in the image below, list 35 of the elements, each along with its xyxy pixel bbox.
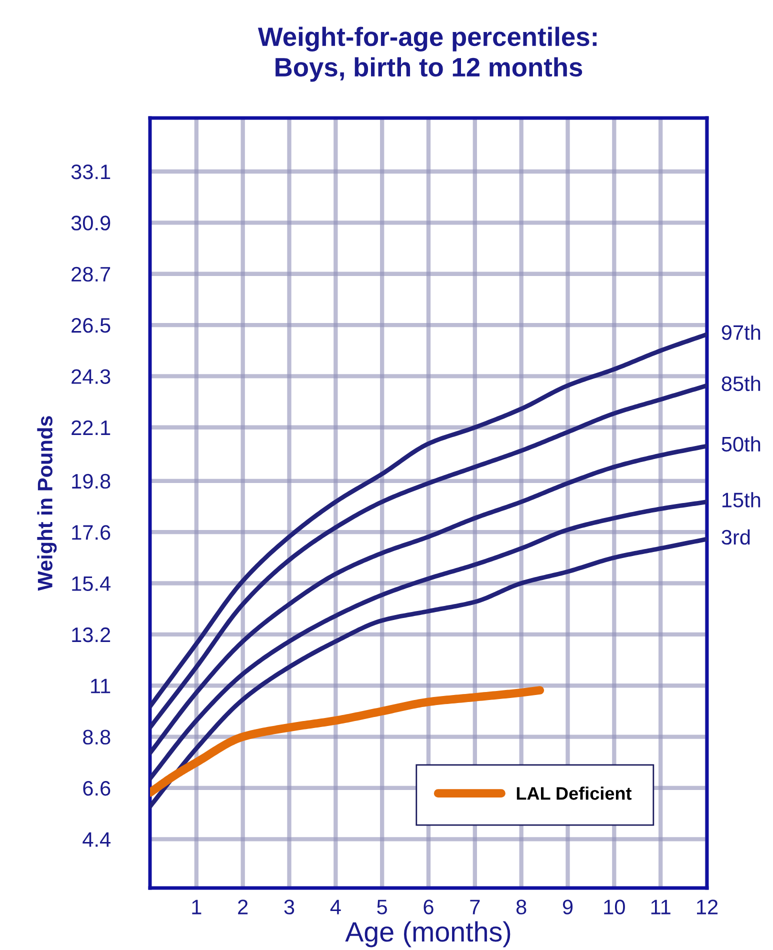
y-tick-label: 4.4	[82, 832, 111, 847]
text: 3rd	[722, 529, 750, 545]
y-tick-label: 11	[91, 678, 110, 694]
y-tick-label: 6.6	[83, 780, 110, 796]
text: 85th	[722, 376, 760, 392]
y-tick-label: 28.7	[72, 266, 110, 282]
y-tick-label: 30.9	[71, 216, 110, 230]
x-tick-label: 2	[238, 900, 248, 914]
text: 50th	[722, 436, 760, 452]
y-tick-label: 33.1	[71, 164, 110, 180]
y-tick-label: 26.5	[72, 318, 110, 333]
x-tick-label: 7	[470, 900, 480, 914]
y-tick-label: 15.4	[72, 576, 111, 592]
y-tick-label: 24.3	[72, 369, 110, 384]
y-tick-label: 22.1	[72, 420, 110, 435]
x-tick-label: 9	[562, 900, 573, 914]
chart-title: Weight-for-age percentiles: Boys, birth to 12 months	[258, 26, 597, 82]
x-tick-label: 5	[377, 900, 388, 914]
x-tick-label: 6	[424, 900, 434, 914]
y-axis-title: Weight in Pounds	[37, 416, 57, 591]
y-tick-label: 13.2	[72, 627, 110, 642]
x-tick-label: 12	[697, 900, 718, 914]
y-tick-label: 17.6	[72, 525, 110, 540]
x-tick-label: 11	[651, 900, 670, 914]
y-tick-label: 8.8	[83, 730, 110, 745]
text: 97th	[722, 324, 760, 340]
x-tick-label: 3	[284, 900, 294, 914]
x-tick-label: 10	[604, 900, 625, 914]
x-tick-label: 1	[192, 900, 202, 914]
text: 15th	[722, 492, 760, 508]
x-tick-label: 8	[516, 900, 526, 914]
legend-label: LAL Deficient	[516, 786, 632, 800]
y-tick-label: 19.8	[72, 474, 110, 489]
x-tick-label: 4	[330, 900, 341, 914]
x-axis-title: Age (months)	[345, 921, 510, 948]
